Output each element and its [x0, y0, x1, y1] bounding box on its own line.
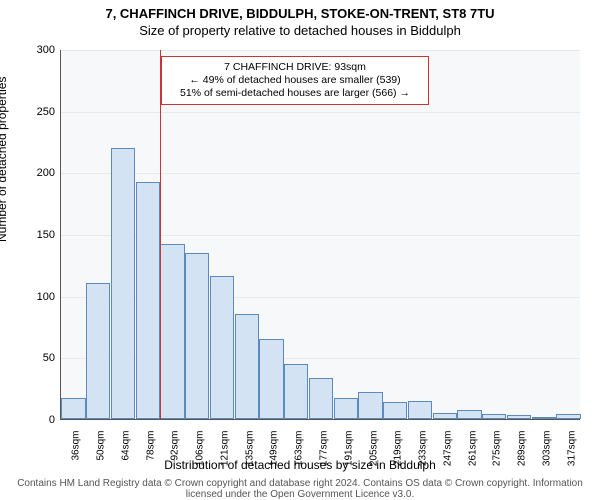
x-tick-label: 205sqm [368, 431, 379, 481]
histogram-bar [235, 314, 259, 419]
gridline-h [61, 112, 580, 113]
histogram-bar [136, 182, 160, 419]
x-tick-label: 289sqm [517, 431, 528, 481]
x-tick-label: 177sqm [319, 431, 330, 481]
x-tick-label: 50sqm [96, 431, 107, 481]
y-tick-label: 50 [25, 352, 55, 364]
x-tick-label: 191sqm [343, 431, 354, 481]
x-tick-label: 78sqm [145, 431, 156, 481]
histogram-plot-area: 7 CHAFFINCH DRIVE: 93sqm← 49% of detache… [60, 50, 580, 420]
x-tick-label: 233sqm [418, 431, 429, 481]
histogram-bar [383, 402, 407, 419]
x-tick-label: 275sqm [492, 431, 503, 481]
x-tick-label: 92sqm [170, 431, 181, 481]
y-tick-label: 100 [25, 291, 55, 303]
histogram-bar [507, 415, 531, 419]
x-tick-label: 317sqm [566, 431, 577, 481]
page-title-line1: 7, CHAFFINCH DRIVE, BIDDULPH, STOKE-ON-T… [0, 0, 600, 21]
x-tick-label: 219sqm [393, 431, 404, 481]
y-tick-label: 300 [25, 44, 55, 56]
annot-line1: 7 CHAFFINCH DRIVE: 93sqm [168, 61, 422, 74]
histogram-bar [111, 148, 135, 419]
y-tick-label: 200 [25, 167, 55, 179]
histogram-bar [185, 253, 209, 420]
histogram-bar [259, 339, 283, 419]
x-tick-label: 135sqm [244, 431, 255, 481]
x-tick-label: 303sqm [541, 431, 552, 481]
x-tick-label: 64sqm [120, 431, 131, 481]
x-tick-label: 163sqm [294, 431, 305, 481]
histogram-bar [86, 283, 110, 419]
x-tick-label: 149sqm [269, 431, 280, 481]
histogram-bar [433, 413, 457, 419]
histogram-bar [556, 414, 580, 419]
gridline-h [61, 173, 580, 174]
annot-line2: ← 49% of detached houses are smaller (53… [168, 74, 422, 87]
annotation-callout: 7 CHAFFINCH DRIVE: 93sqm← 49% of detache… [161, 56, 429, 105]
histogram-bar [457, 410, 481, 419]
x-tick-label: 36sqm [71, 431, 82, 481]
y-axis-label: Number of detached properties [0, 77, 9, 242]
y-tick-label: 250 [25, 106, 55, 118]
x-tick-label: 121sqm [219, 431, 230, 481]
histogram-bar [210, 276, 234, 419]
histogram-bar [61, 398, 85, 419]
x-tick-label: 106sqm [195, 431, 206, 481]
histogram-bar [482, 414, 506, 419]
footer-attribution: Contains HM Land Registry data © Crown c… [0, 478, 600, 500]
x-tick-label: 247sqm [442, 431, 453, 481]
histogram-bar [532, 417, 556, 419]
histogram-bar [358, 392, 382, 419]
y-tick-label: 0 [25, 414, 55, 426]
histogram-bar [160, 244, 184, 419]
x-tick-label: 261sqm [467, 431, 478, 481]
gridline-h [61, 50, 580, 51]
histogram-bar [408, 401, 432, 420]
histogram-bar [334, 398, 358, 419]
y-tick-label: 150 [25, 229, 55, 241]
histogram-bar [309, 378, 333, 419]
annot-line3: 51% of semi-detached houses are larger (… [168, 87, 422, 100]
page-title-line2: Size of property relative to detached ho… [0, 21, 600, 38]
histogram-bar [284, 364, 308, 420]
